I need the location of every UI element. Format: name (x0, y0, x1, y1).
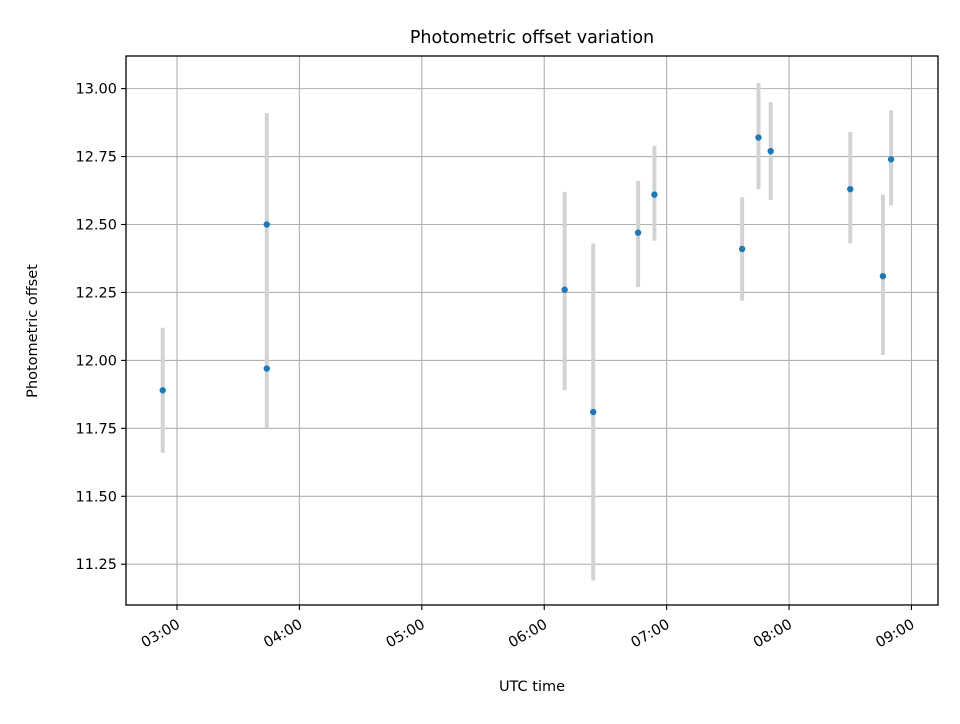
data-point (887, 156, 895, 163)
point-layer (159, 134, 895, 416)
chart-title: Photometric offset variation (410, 28, 654, 48)
plot-frame (125, 55, 939, 606)
grid-layer (126, 56, 938, 605)
data-point (263, 365, 270, 372)
y-tick-label: 11.75 (75, 421, 117, 437)
y-tick-label: 12.25 (75, 285, 117, 301)
y-tick-label: 12.00 (75, 353, 117, 369)
x-axis-label: UTC time (499, 679, 565, 695)
data-point (634, 229, 642, 236)
y-tick-label: 12.75 (75, 150, 117, 166)
data-point (590, 408, 597, 416)
data-point (159, 387, 166, 394)
data-point (767, 147, 774, 155)
y-tick-label: 12.50 (75, 218, 117, 234)
y-tick-label: 11.25 (75, 557, 117, 573)
data-point (263, 221, 270, 228)
data-point (879, 272, 887, 280)
y-axis-label: Photometric offset (25, 264, 41, 398)
y-tick-label: 13.00 (75, 82, 117, 98)
y-tick-label: 11.50 (75, 489, 117, 505)
data-point (847, 185, 854, 193)
data-point (755, 134, 762, 141)
data-point (651, 191, 658, 198)
data-point (738, 245, 746, 253)
data-point (561, 286, 568, 293)
